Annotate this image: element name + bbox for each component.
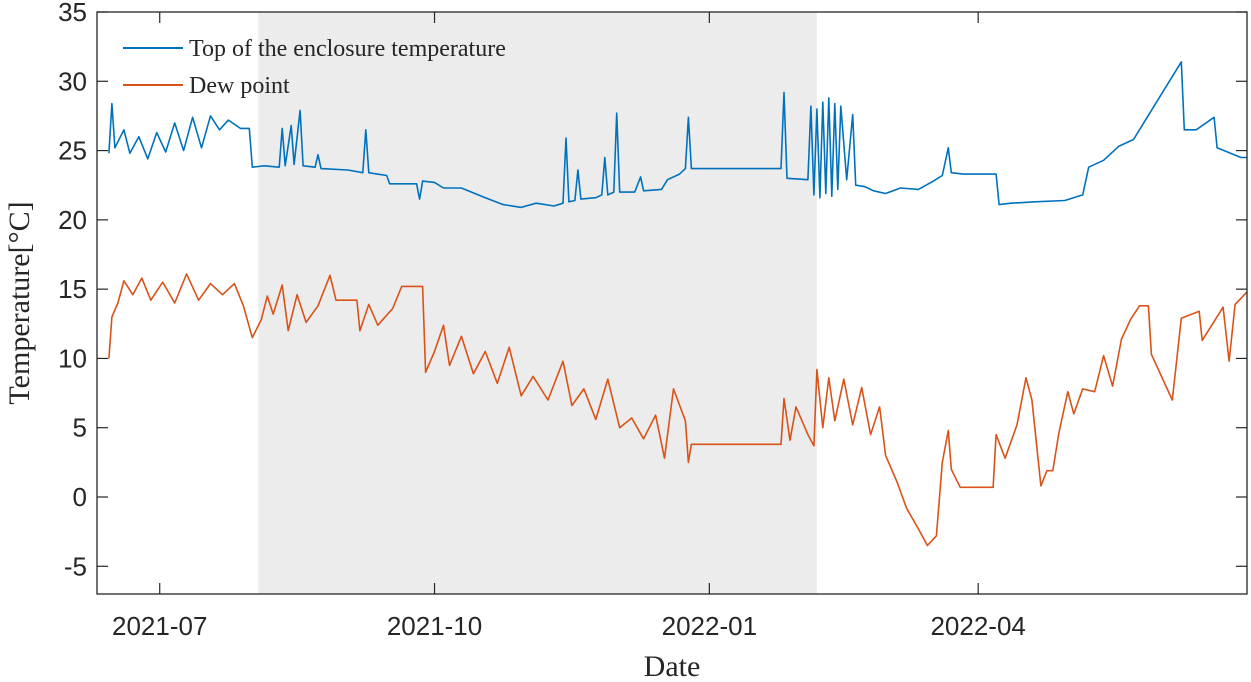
shaded-region xyxy=(258,12,817,594)
y-tick-label: 15 xyxy=(58,274,87,304)
legend-label-top-of-enclosure: Top of the enclosure temperature xyxy=(189,36,506,62)
y-tick-label: -5 xyxy=(64,551,87,581)
series-line-1 xyxy=(108,273,1248,547)
x-tick-label: 2021-10 xyxy=(387,611,482,641)
x-tick-label: 2022-04 xyxy=(930,611,1025,641)
legend-label-dew-point: Dew point xyxy=(189,73,290,99)
y-tick-label: 0 xyxy=(73,482,87,512)
x-axis-label: Date xyxy=(644,650,701,682)
y-axis-label: Temperature[°C] xyxy=(3,201,36,404)
y-tick-label: 25 xyxy=(58,136,87,166)
ticks-layer: -5 0 5 10 15 20 25 30 35 2021-07 2021-10 2022-01 202… xyxy=(58,0,1247,641)
y-tick-label: 20 xyxy=(58,205,87,235)
y-tick-label: 5 xyxy=(73,413,87,443)
legend: Top of the enclosure temperature Dew poi… xyxy=(123,36,506,99)
y-tick-label: 30 xyxy=(58,66,87,96)
y-tick-label: 10 xyxy=(58,343,87,373)
axes-box xyxy=(96,11,1248,595)
series-line-0 xyxy=(108,61,1247,209)
x-tick-label: 2021-07 xyxy=(112,611,207,641)
y-tick-label: 35 xyxy=(58,0,87,27)
series-layer xyxy=(108,61,1248,547)
x-tick-label: 2022-01 xyxy=(662,611,757,641)
